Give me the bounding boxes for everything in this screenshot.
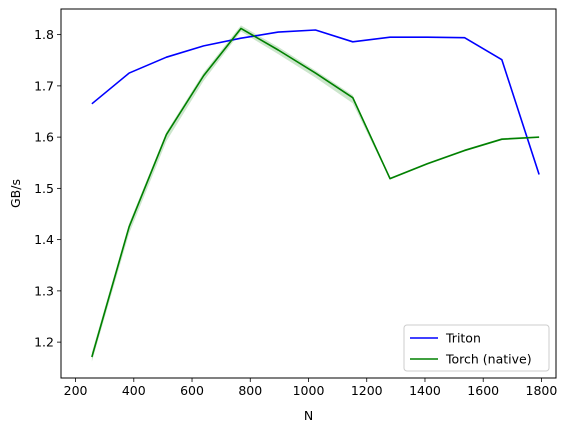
y-tick-label: 1.8 — [34, 27, 54, 42]
x-tick-label: 1600 — [467, 383, 499, 398]
legend-label-0: Triton — [445, 331, 481, 346]
y-tick-label: 1.7 — [34, 78, 54, 93]
x-tick-label: 400 — [122, 383, 146, 398]
y-tick-label: 1.2 — [34, 335, 54, 350]
y-tick-label: 1.6 — [34, 130, 54, 145]
x-tick-label: 200 — [64, 383, 88, 398]
x-tick-label: 800 — [238, 383, 262, 398]
x-tick-label: 1400 — [409, 383, 441, 398]
y-tick-label: 1.3 — [34, 283, 54, 298]
x-tick-label: 1000 — [293, 383, 325, 398]
y-axis-label: GB/s — [8, 179, 23, 208]
y-tick-label: 1.4 — [34, 232, 54, 247]
y-tick-label: 1.5 — [34, 181, 54, 196]
y-axis-ticks: 1.2 1.3 1.4 1.5 1.6 1.7 1.8 — [34, 27, 61, 350]
series-line-0 — [91, 29, 540, 175]
legend-label-1: Torch (native) — [445, 352, 532, 367]
x-axis-ticks: 200 400 600 800 1000 1200 1400 1600 1800 — [64, 378, 558, 398]
series-line-1 — [91, 27, 540, 358]
legend: Triton Torch (native) — [403, 324, 550, 372]
x-tick-label: 1800 — [526, 383, 558, 398]
x-tick-label: 600 — [180, 383, 204, 398]
x-axis-label: N — [304, 408, 313, 423]
series-lines — [91, 27, 540, 358]
x-tick-label: 1200 — [351, 383, 383, 398]
legend-box — [403, 324, 550, 372]
